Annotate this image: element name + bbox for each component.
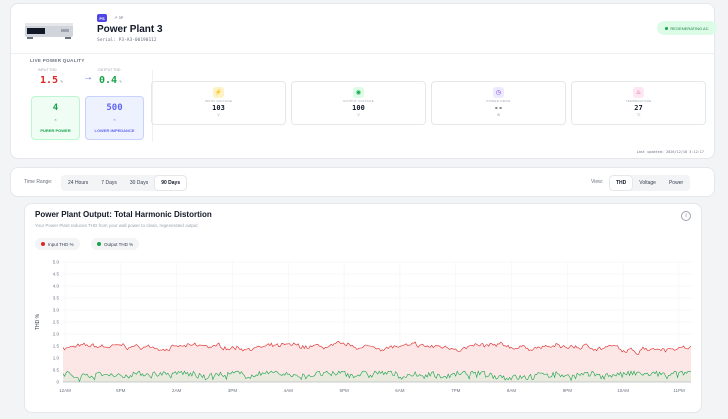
legend-output-thd[interactable]: Output THD %: [91, 238, 140, 250]
status-dot-icon: [665, 26, 669, 30]
metric-label: TEMPERATURE: [625, 99, 652, 103]
y-tick-label: 0: [56, 380, 59, 385]
y-tick-label: 1.0: [53, 356, 60, 361]
info-icon[interactable]: i: [681, 211, 691, 221]
view-voltage-button[interactable]: Voltage: [633, 176, 662, 190]
y-tick-label: 2.5: [53, 320, 60, 325]
metric-label: POWER DRAW: [486, 99, 511, 103]
range-30-days-button[interactable]: 30 Days: [124, 176, 154, 190]
y-tick-label: 1.5: [53, 344, 60, 349]
lower-impedance-label: LOWER IMPEDANCE: [94, 128, 135, 133]
lower-impedance-multiplier: ×: [113, 117, 116, 122]
legend-input-thd[interactable]: Input THD %: [35, 238, 80, 250]
metric-input-voltage: ⚡ INPUT VOLTAGE 103 V: [151, 81, 286, 125]
range-24-hours-button[interactable]: 24 Hours: [62, 176, 94, 190]
metric-label: INPUT VOLTAGE: [204, 99, 233, 103]
power-plant-device-image: [25, 23, 73, 39]
x-tick-label: 6AM: [395, 388, 405, 393]
lower-impedance-tile: 500 × LOWER IMPEDANCE: [85, 96, 144, 140]
view-power-button[interactable]: Power: [663, 176, 689, 190]
arrow-right-icon: →: [83, 72, 93, 83]
page-title: Power Plant 3: [97, 24, 163, 35]
serial-number: Serial: P3-A3-00190112: [97, 38, 157, 43]
device-summary-card: PS ↗ 3P Power Plant 3 Serial: P3-A3-0019…: [10, 3, 717, 159]
y-tick-label: 5.0: [53, 260, 60, 265]
chart-subtitle: Your Power Plant reduces THD from your w…: [35, 223, 198, 228]
x-tick-label: 12AM: [59, 388, 71, 393]
last-updated: Last updated: 2026/12/18 3:12:17: [636, 150, 704, 154]
section-label: LIVE POWER QUALITY: [30, 58, 85, 63]
x-tick-label: 11PM: [673, 388, 685, 393]
metric-value: 103: [212, 104, 225, 112]
time-range-label: Time Range:: [24, 179, 53, 185]
x-tick-label: 3PM: [228, 388, 238, 393]
metric-unit: V: [217, 113, 220, 117]
model-badge: PS: [97, 14, 107, 22]
metric-value: 27: [634, 104, 643, 112]
y-tick-label: 4.0: [53, 284, 60, 289]
output-icon: ◉: [353, 87, 364, 98]
status-text: REGENERATING AC: [670, 25, 709, 31]
purer-power-value: 4: [52, 103, 59, 113]
x-tick-label: 8AM: [507, 388, 517, 393]
metric-label: OUTPUT VOLTAGE: [342, 99, 375, 103]
time-range-bar: Time Range: 24 Hours 7 Days 30 Days 90 D…: [10, 167, 715, 197]
legend-label: Input THD %: [48, 241, 74, 247]
vertical-divider: [152, 70, 153, 142]
phase-chip: ↗ 3P: [114, 15, 124, 20]
series-line-output-thd: [62, 370, 692, 383]
output-thd-value: 0.4 %: [99, 75, 122, 86]
thermometer-icon: ♨: [633, 87, 644, 98]
view-label: View:: [591, 179, 604, 185]
metric-value: 100: [352, 104, 365, 112]
range-7-days-button[interactable]: 7 Days: [95, 176, 123, 190]
series-line-input-thd: [62, 341, 692, 355]
y-tick-label: 0.5: [53, 368, 60, 373]
x-tick-label: 5PM: [339, 388, 349, 393]
legend-dot-icon: [97, 242, 101, 246]
metric-unit: W: [496, 113, 501, 117]
input-thd-label: INPUT THD: [38, 68, 57, 72]
y-tick-label: 3.0: [53, 308, 60, 313]
range-90-days-button[interactable]: 90 Days: [155, 176, 187, 190]
metric-power-draw: ◷ POWER DRAW -- W: [431, 81, 566, 125]
chart-title: Power Plant Output: Total Harmonic Disto…: [35, 210, 212, 219]
status-badge: REGENERATING AC: [657, 21, 717, 35]
metric-unit: V: [357, 113, 360, 117]
metric-unit: °C: [636, 113, 641, 117]
x-tick-label: 2AM: [172, 388, 182, 393]
metric-value: --: [494, 104, 503, 112]
legend-label: Output THD %: [104, 241, 134, 247]
clock-icon: ◷: [493, 87, 504, 98]
x-tick-label: 7PM: [451, 388, 461, 393]
series-area-output-thd: [63, 371, 691, 382]
purer-power-label: PURER POWER: [40, 128, 71, 133]
metric-temperature: ♨ TEMPERATURE 27 °C: [571, 81, 706, 125]
time-range-selector: 24 Hours 7 Days 30 Days 90 Days: [61, 175, 188, 191]
series-area-input-thd: [63, 341, 691, 382]
x-tick-label: 9PM: [563, 388, 573, 393]
divider: [11, 53, 714, 54]
y-tick-label: 2.0: [53, 332, 60, 337]
purer-power-multiplier: ×: [54, 117, 57, 122]
input-thd-value: 1.5 %: [40, 75, 63, 86]
y-tick-label: 4.5: [53, 272, 60, 277]
view-thd-button[interactable]: THD: [610, 176, 633, 190]
lower-impedance-value: 500: [106, 103, 123, 113]
thd-chart-card: Power Plant Output: Total Harmonic Disto…: [24, 203, 702, 413]
view-selector: THD Voltage Power: [609, 175, 691, 191]
x-tick-label: 4AM: [284, 388, 294, 393]
legend-dot-icon: [41, 242, 45, 246]
x-tick-label: 5PM: [116, 388, 126, 393]
output-thd-label: OUTPUT THD: [98, 68, 121, 72]
thd-line-chart: 0 0.5 1.0 1.5 2.0 2.5 3.0 3.5 4.0 4.5 5.0 12AM 5PM 2A…: [35, 260, 692, 393]
lightning-icon: ⚡: [213, 87, 224, 98]
purer-power-tile: 4 × PURER POWER: [31, 96, 80, 140]
x-tick-label: 10AM: [617, 388, 629, 393]
y-axis-label: THD %: [35, 313, 41, 330]
y-tick-label: 3.5: [53, 296, 60, 301]
metric-output-voltage: ◉ OUTPUT VOLTAGE 100 V: [291, 81, 426, 125]
